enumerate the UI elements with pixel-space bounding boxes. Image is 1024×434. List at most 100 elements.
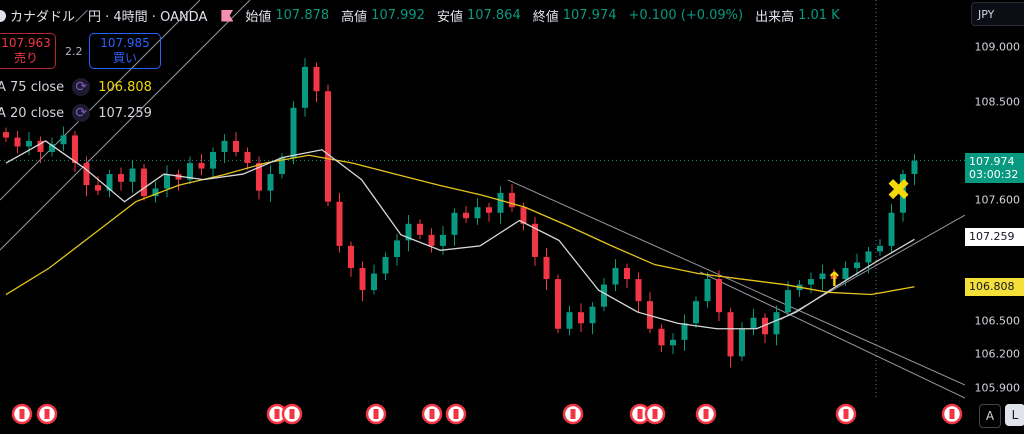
candle-body — [808, 279, 814, 285]
ma75-price-tag: 106.808 — [965, 278, 1024, 296]
refresh-icon[interactable]: ⟳ — [72, 104, 91, 122]
tick-label: 105.900 — [974, 381, 1021, 395]
maple-leaf-icon — [289, 409, 295, 419]
candle-body — [72, 135, 78, 164]
candle-body — [152, 188, 159, 197]
high-value: 107.992 — [371, 8, 425, 23]
candle-body — [831, 273, 837, 280]
maple-leaf-icon — [637, 409, 643, 419]
candle-body — [785, 290, 791, 313]
maple-leaf-icon — [274, 409, 280, 419]
candle-body — [405, 223, 412, 241]
candle-body — [589, 306, 596, 324]
candle-body — [900, 174, 906, 213]
candle-body — [486, 207, 492, 213]
maple-leaf-icon — [19, 409, 25, 419]
candle-body — [60, 135, 67, 145]
trend-line — [0, 0, 251, 251]
candle-body — [543, 256, 550, 280]
candle-body — [681, 323, 688, 340]
maple-leaf-icon — [703, 409, 709, 419]
candle-body — [727, 312, 734, 357]
buy-price: 107.985 — [100, 36, 150, 50]
sell-button[interactable]: 107.963 売り — [0, 33, 56, 69]
chart-header: カナダドル／円 · 4時間 · OANDA 始値 107.878 高値 107.99… — [0, 6, 840, 25]
price-axis[interactable]: 109.000 108.500 107.600 106.500 106.200 … — [965, 0, 1024, 434]
symbol-icon — [0, 9, 6, 22]
candle-body — [888, 212, 895, 246]
buy-label: 買い — [112, 51, 137, 65]
candle-body — [290, 107, 297, 158]
candle-body — [566, 312, 573, 329]
flag-icon — [221, 9, 234, 22]
ma20-legend[interactable]: A 20 close ⟳ 107.259 — [0, 104, 152, 122]
ma20-value: 107.259 — [98, 105, 152, 121]
auto-scale-button[interactable]: A — [979, 404, 1001, 428]
last-price: 107.974 — [969, 155, 1015, 168]
candle-body — [187, 163, 193, 180]
candle-body — [394, 240, 400, 257]
sell-label: 売り — [13, 51, 38, 65]
buy-arrow-icon: ↑ — [826, 267, 843, 291]
candle-body — [463, 212, 469, 219]
currency-select[interactable]: JPY — [971, 2, 1024, 26]
maple-leaf-icon — [570, 409, 576, 419]
ma75-label: A 75 close — [0, 79, 65, 95]
candle-body — [129, 168, 136, 182]
buy-button[interactable]: 107.985 買い — [89, 33, 161, 69]
candle-body — [95, 185, 101, 191]
open-value: 107.878 — [275, 8, 330, 23]
candle-body — [348, 245, 354, 268]
tick-label: 109.000 — [974, 40, 1021, 54]
candle-body — [520, 207, 527, 224]
candle-body — [118, 174, 124, 182]
symbol-title[interactable]: カナダドル／円 · 4時間 · OANDA — [10, 10, 208, 25]
candle-body — [233, 140, 239, 152]
low-label: 安値 — [436, 10, 463, 25]
candle-body — [658, 328, 665, 346]
log-scale-button[interactable]: L — [1005, 404, 1024, 426]
candle-body — [612, 268, 619, 285]
candle-body — [244, 151, 251, 164]
candle-body — [336, 201, 343, 246]
candle-body — [670, 339, 676, 346]
candle-body — [532, 223, 538, 257]
maple-leaf-icon — [373, 409, 379, 419]
maple-leaf-icon — [949, 409, 955, 419]
candle-body — [578, 312, 584, 324]
candle-body — [221, 140, 228, 152]
volume-value: 1.01 K — [798, 8, 840, 23]
candle-body — [762, 317, 768, 335]
candle-body — [14, 137, 21, 147]
high-label: 高値 — [341, 10, 368, 25]
trend-line — [0, 0, 201, 201]
candle-body — [49, 144, 55, 152]
price-chart[interactable]: ↑✖ — [0, 0, 965, 434]
last-price-tag: 107.974 03:00:32 — [965, 153, 1024, 183]
ma20-line — [5, 140, 915, 330]
close-value: 107.974 — [562, 8, 617, 23]
candle-body — [37, 140, 44, 152]
candle-body — [382, 256, 389, 274]
candle-body — [750, 317, 757, 329]
candle-body — [555, 279, 561, 329]
candle-body — [842, 268, 849, 280]
candle-body — [359, 268, 366, 291]
refresh-icon[interactable]: ⟳ — [72, 78, 91, 96]
candle-body — [474, 207, 481, 219]
candle-body — [773, 312, 780, 335]
candle-body — [198, 163, 205, 169]
candle-body — [302, 66, 308, 108]
candle-body — [279, 157, 285, 175]
tick-label: 107.600 — [974, 193, 1021, 207]
candle-body — [911, 160, 918, 175]
maple-leaf-icon — [453, 409, 459, 419]
candle-body — [371, 273, 377, 291]
ma75-legend[interactable]: A 75 close ⟳ 106.808 — [0, 78, 152, 96]
candle-body — [417, 223, 423, 235]
tick-label: 106.500 — [974, 314, 1021, 328]
candle-body — [3, 132, 9, 138]
candle-body — [313, 66, 320, 92]
candle-body — [739, 328, 745, 357]
volume-label: 出来高 — [755, 10, 795, 25]
